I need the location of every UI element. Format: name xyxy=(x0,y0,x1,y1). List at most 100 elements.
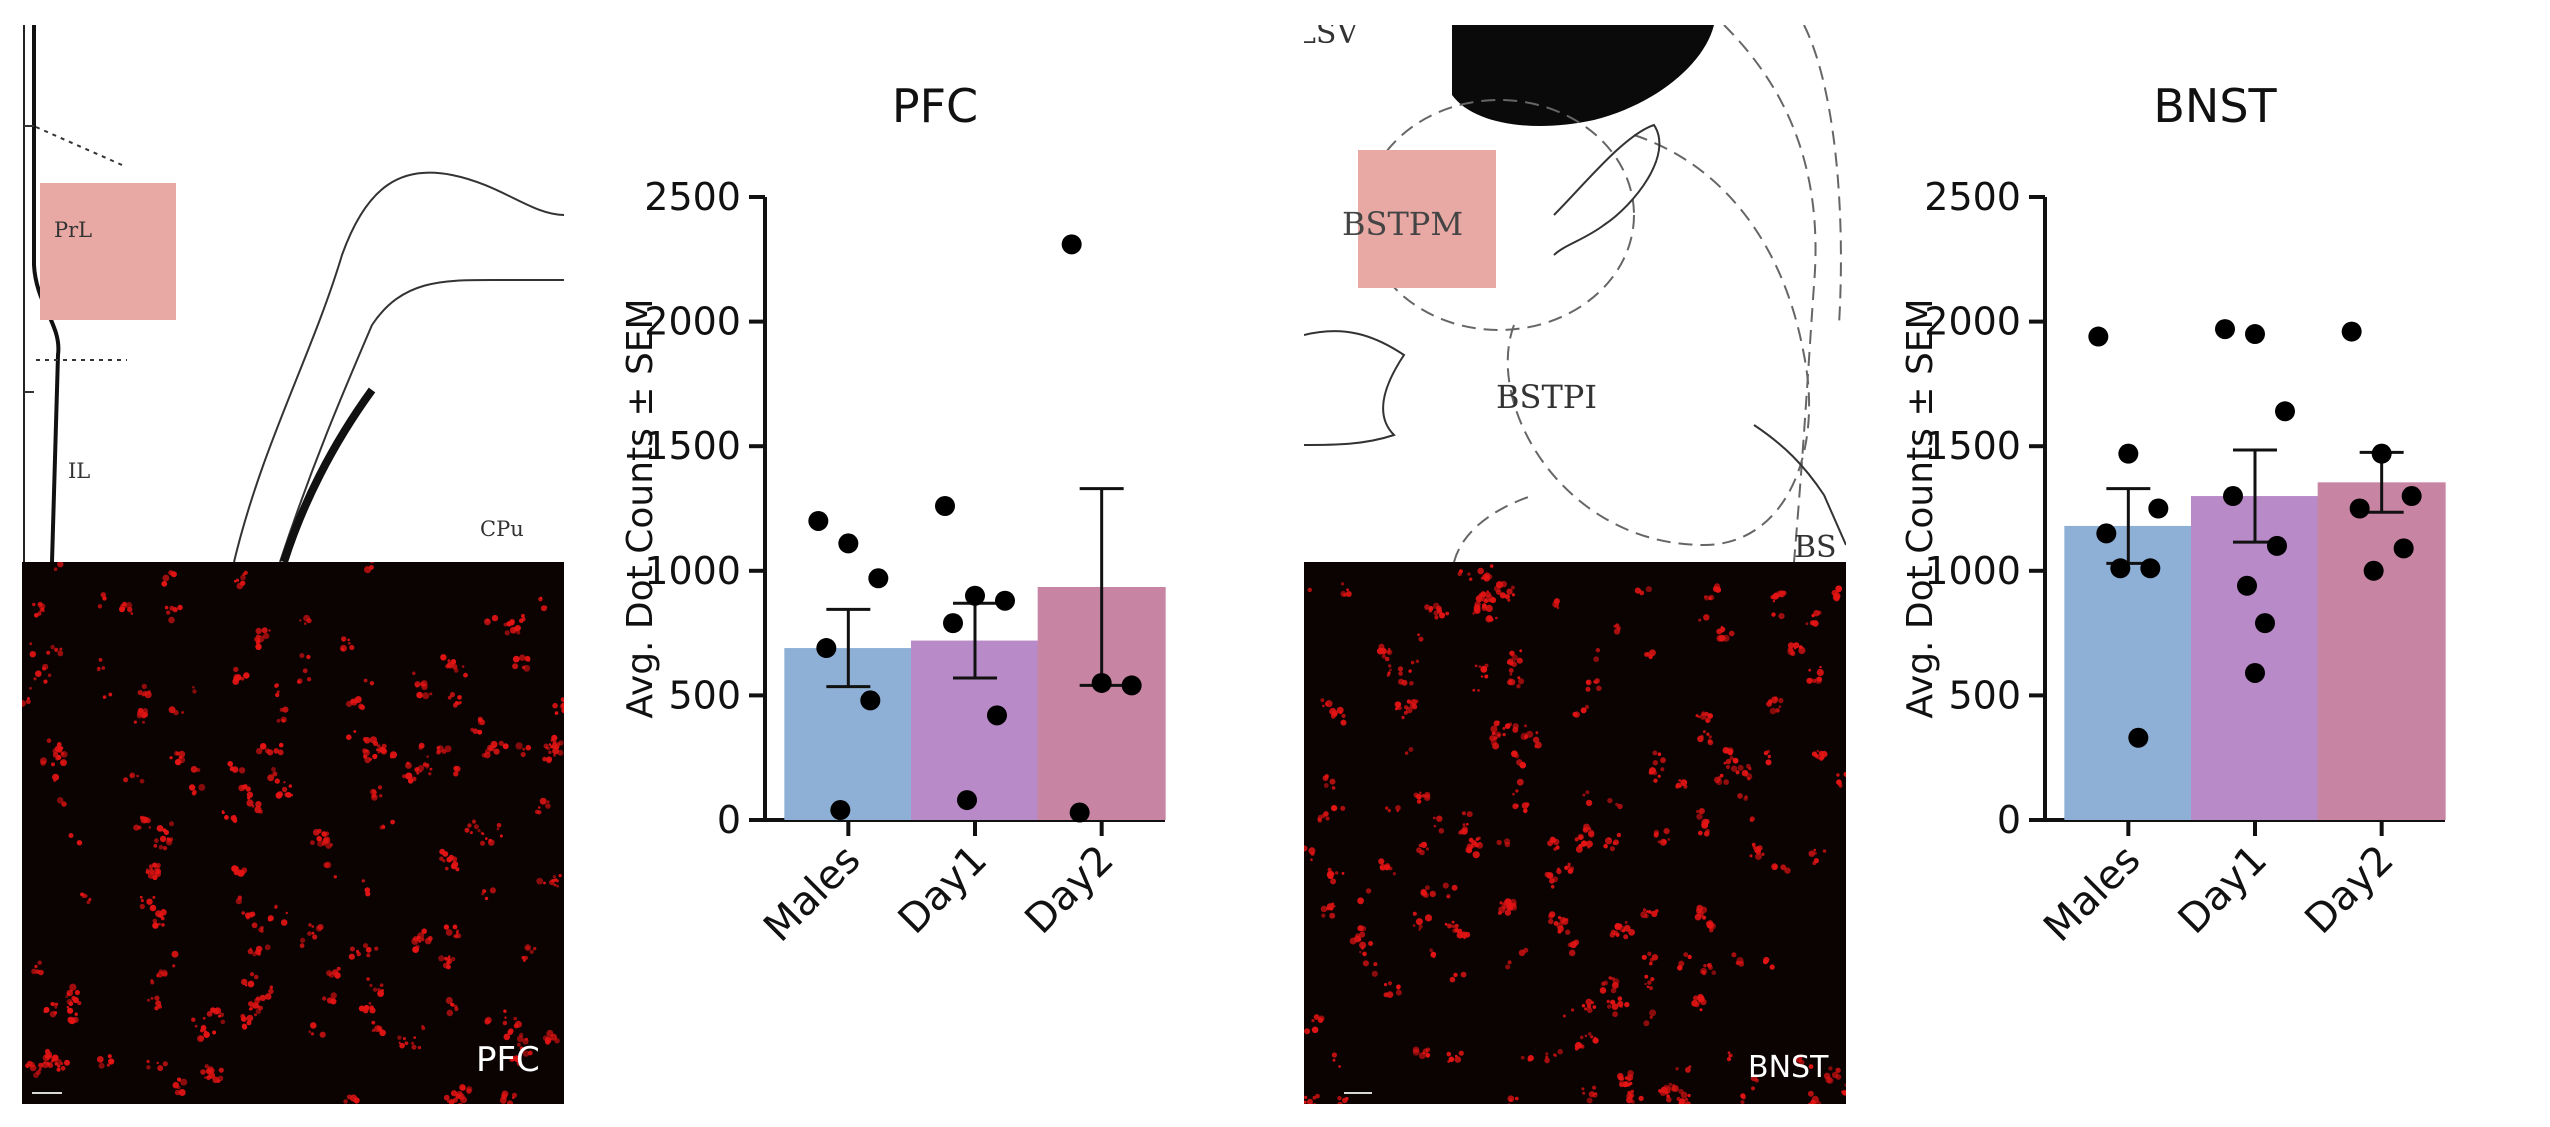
rna-dot xyxy=(162,828,166,832)
rna-dot xyxy=(1311,1019,1315,1023)
rna-dot xyxy=(139,895,143,899)
rna-dot xyxy=(457,695,462,700)
rna-dot xyxy=(1778,697,1784,704)
rna-dot xyxy=(1507,960,1512,965)
rna-dot xyxy=(1549,878,1555,884)
rna-dot xyxy=(557,749,564,756)
rna-dot xyxy=(32,602,36,607)
rna-dot xyxy=(1418,924,1423,929)
rna-dot xyxy=(526,946,530,950)
rna-dot xyxy=(1731,952,1737,958)
rna-dot xyxy=(267,749,274,756)
rna-dot xyxy=(29,651,36,658)
rna-dot xyxy=(1472,851,1480,859)
rna-dot xyxy=(1754,846,1761,854)
bnst-data-point xyxy=(2245,662,2265,683)
rna-dot xyxy=(152,922,159,929)
rna-dot xyxy=(1331,1052,1337,1058)
rna-dot xyxy=(1395,989,1402,996)
rna-dot xyxy=(1447,923,1452,929)
rna-dot xyxy=(1359,931,1366,938)
rna-dot xyxy=(1799,1064,1803,1068)
rna-dot xyxy=(457,1102,463,1104)
rna-dot xyxy=(164,605,169,610)
pfc-x-tick-label-day1: Day1 xyxy=(890,837,996,943)
rna-dot xyxy=(254,1013,257,1017)
rna-dot xyxy=(397,1035,402,1040)
rna-dot xyxy=(1787,646,1793,652)
rna-dot xyxy=(1711,970,1717,975)
rna-dot xyxy=(1516,684,1521,689)
rna-dot xyxy=(255,643,262,650)
rna-dot xyxy=(1553,1053,1556,1057)
rna-dot xyxy=(299,943,305,949)
rna-dot xyxy=(1519,649,1523,653)
rna-dot xyxy=(1652,760,1658,766)
rna-dot xyxy=(1610,1000,1615,1005)
rna-dot xyxy=(1574,837,1579,842)
rna-dot xyxy=(133,720,137,724)
rna-dot xyxy=(1523,734,1529,739)
bnst-data-point xyxy=(2088,326,2109,347)
rna-dot xyxy=(1653,778,1658,783)
rna-dot xyxy=(1410,660,1415,665)
rna-dot xyxy=(545,1039,551,1045)
rna-dot xyxy=(1559,916,1566,924)
rna-dot xyxy=(1778,705,1782,708)
rna-dot xyxy=(197,1035,204,1043)
rna-dot xyxy=(174,1089,181,1096)
rna-dot xyxy=(1329,778,1336,785)
rna-dot xyxy=(1420,889,1427,896)
rna-dot xyxy=(1480,675,1484,678)
rna-dot xyxy=(1307,1098,1313,1104)
rna-dot xyxy=(54,1002,59,1006)
rna-dot xyxy=(1505,964,1510,970)
rna-dot xyxy=(1502,732,1506,737)
rna-dot xyxy=(446,1009,454,1017)
rna-dot xyxy=(1617,996,1623,1001)
rna-dot xyxy=(106,1063,110,1067)
rna-dot xyxy=(377,785,383,790)
rna-dot xyxy=(1761,852,1765,856)
rna-dot xyxy=(1816,749,1820,753)
rna-dot xyxy=(1506,588,1513,595)
rna-dot xyxy=(439,856,444,861)
rna-dot xyxy=(481,892,485,896)
rna-dot xyxy=(46,738,52,743)
rna-dot xyxy=(1438,828,1445,834)
rna-dot xyxy=(1623,1081,1629,1088)
rna-dot xyxy=(1567,865,1571,869)
prl-highlight-region xyxy=(40,183,176,320)
rna-dot xyxy=(1699,1008,1703,1012)
rna-dot xyxy=(548,743,552,746)
rna-dot xyxy=(38,1067,42,1071)
rna-dot xyxy=(1345,1096,1349,1101)
rna-dot xyxy=(152,862,158,868)
rna-dot xyxy=(84,894,88,898)
rna-dot xyxy=(74,989,80,996)
rna-dot xyxy=(1331,805,1338,812)
pfc-atlas-drawing: PrL IL CPu xyxy=(23,25,564,562)
rna-dot xyxy=(504,1016,507,1019)
rna-dot xyxy=(169,821,174,827)
rna-dot xyxy=(1340,582,1345,586)
rna-dot xyxy=(522,747,526,751)
rna-dot xyxy=(235,898,242,905)
pfc-data-point xyxy=(935,496,955,517)
rna-dot xyxy=(353,730,357,733)
rna-dot xyxy=(312,829,320,836)
rna-dot xyxy=(1702,915,1707,920)
rna-dot xyxy=(150,905,156,910)
rna-dot xyxy=(404,1041,409,1046)
rna-dot xyxy=(1321,913,1326,918)
rna-dot xyxy=(1723,761,1727,765)
rna-dot xyxy=(312,934,318,940)
rna-dot xyxy=(381,989,384,992)
bnst-data-point xyxy=(2349,498,2370,519)
rna-dot xyxy=(1705,717,1711,723)
rna-dot xyxy=(161,969,168,977)
rna-dot xyxy=(152,918,158,924)
rna-dot xyxy=(1553,921,1559,926)
rna-dot xyxy=(1424,604,1430,610)
rna-dot xyxy=(334,972,341,979)
